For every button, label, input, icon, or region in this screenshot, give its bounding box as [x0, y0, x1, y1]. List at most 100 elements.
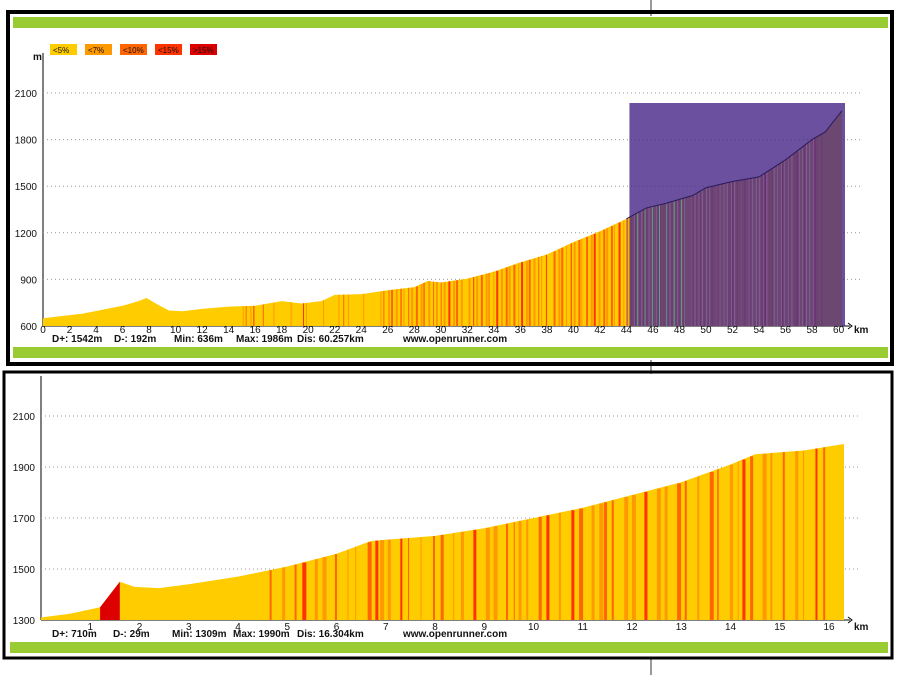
- gradient-stripe: [493, 526, 498, 620]
- gradient-stripe: [420, 284, 423, 326]
- gradient-stripe: [294, 564, 297, 620]
- gradient-stripe: [428, 281, 431, 326]
- gradient-stripe: [500, 269, 503, 326]
- gradient-stripe: [314, 559, 318, 620]
- x-tick-label: 12: [626, 622, 638, 633]
- overlay-stripe: [748, 178, 750, 326]
- stat-label: D+: 1542m: [52, 334, 102, 345]
- overlay-stripe: [709, 187, 711, 326]
- gradient-stripe: [664, 486, 668, 620]
- y-tick-label: 1700: [13, 514, 36, 525]
- gradient-stripe: [795, 451, 799, 620]
- x-tick-label: 8: [432, 622, 438, 633]
- legend-label: >15%: [193, 46, 214, 55]
- gradient-stripe: [443, 282, 446, 326]
- gradient-stripe: [363, 293, 365, 326]
- gradient-stripe: [578, 240, 581, 326]
- gradient-stripe: [558, 512, 561, 620]
- x-tick-label: 3: [186, 622, 192, 633]
- overlay-stripe: [669, 202, 671, 326]
- gradient-stripe: [573, 242, 576, 326]
- x-tick-label: 6: [120, 325, 126, 336]
- gradient-stripe: [750, 456, 754, 620]
- gradient-stripe: [480, 275, 483, 326]
- gradient-stripe: [380, 291, 382, 326]
- x-tick-label: 14: [223, 325, 235, 336]
- gradient-stripe: [485, 527, 490, 620]
- gradient-stripe: [782, 452, 785, 620]
- overlay-stripe: [766, 172, 768, 326]
- overlay-stripe: [716, 185, 718, 326]
- gradient-stripe: [473, 277, 475, 326]
- overlay-stripe: [637, 212, 639, 326]
- x-tick-label: 28: [409, 325, 421, 336]
- gradient-stripe: [473, 529, 477, 620]
- gradient-stripe: [273, 302, 275, 326]
- gradient-stripe: [460, 531, 464, 620]
- gradient-stripe: [485, 273, 488, 326]
- gradient-stripe: [383, 290, 385, 326]
- gradient-stripe: [603, 229, 606, 326]
- x-tick-label: 4: [235, 622, 241, 633]
- x-tick-label: 38: [541, 325, 553, 336]
- x-tick-label: 48: [674, 325, 686, 336]
- legend-label: <15%: [158, 46, 179, 55]
- gradient-stripe: [802, 450, 804, 620]
- x-tick-label: 58: [807, 325, 819, 336]
- gradient-stripe: [411, 287, 414, 326]
- x-tick-label: 11: [578, 622, 589, 633]
- gradient-stripe: [453, 533, 455, 620]
- gradient-stripe: [570, 243, 572, 326]
- gradient-stripe: [343, 294, 345, 326]
- gradient-stripe: [586, 236, 589, 326]
- gradient-stripe: [433, 281, 435, 326]
- x-tick-label: 52: [727, 325, 739, 336]
- gradient-stripe: [656, 488, 661, 620]
- x-tick-label: 18: [276, 325, 288, 336]
- x-tick-label: 20: [303, 325, 315, 336]
- gradient-stripe: [440, 534, 444, 620]
- gradient-stripe: [593, 233, 596, 326]
- overlay-stripe: [791, 155, 793, 326]
- legend-label: <10%: [123, 46, 144, 55]
- gradient-stripe: [403, 288, 405, 326]
- overlay-stripe: [705, 187, 707, 326]
- gradient-stripe: [476, 276, 479, 326]
- x-tick-label: 5: [284, 622, 290, 633]
- gradient-stripe: [717, 469, 719, 620]
- gradient-stripe: [611, 500, 614, 620]
- gradient-stripe: [525, 260, 528, 326]
- stat-label: Min: 1309m: [172, 629, 227, 640]
- gradient-stripe: [242, 306, 244, 326]
- stat-label: D-: 29m: [113, 629, 150, 640]
- x-tick-label: 10: [528, 622, 540, 633]
- x-tick-label: 2: [67, 325, 73, 336]
- elevation-area: [41, 444, 844, 620]
- panel-2-bottom-bar: [10, 642, 888, 653]
- overlay-stripe: [651, 206, 653, 326]
- gradient-stripe: [553, 251, 556, 326]
- gradient-stripe: [282, 567, 286, 620]
- y-tick-label: 2100: [15, 89, 38, 100]
- overlay-stripe: [726, 182, 728, 326]
- panel-1-top-bar: [13, 17, 888, 28]
- gradient-stripe: [460, 279, 463, 326]
- overlay-stripe: [784, 160, 786, 326]
- x-tick-label: 24: [356, 325, 368, 336]
- gradient-stripe: [623, 220, 625, 326]
- x-tick-label: 15: [774, 622, 786, 633]
- gradient-stripe: [432, 536, 435, 620]
- gradient-stripe: [391, 289, 394, 326]
- gradient-stripe: [322, 557, 327, 620]
- x-tick-label: 16: [250, 325, 262, 336]
- stat-label: D+: 710m: [52, 629, 97, 640]
- gradient-stripe: [456, 280, 459, 326]
- gradient-stripe: [631, 495, 636, 620]
- stat-label: Max: 1990m: [233, 629, 290, 640]
- overlay-stripe: [634, 214, 636, 326]
- gradient-stripe: [448, 281, 451, 326]
- panel-2-frame: [2, 370, 894, 660]
- overlay-stripe: [626, 218, 628, 326]
- gradient-stripe: [737, 461, 739, 620]
- overlay-stripe: [673, 201, 675, 326]
